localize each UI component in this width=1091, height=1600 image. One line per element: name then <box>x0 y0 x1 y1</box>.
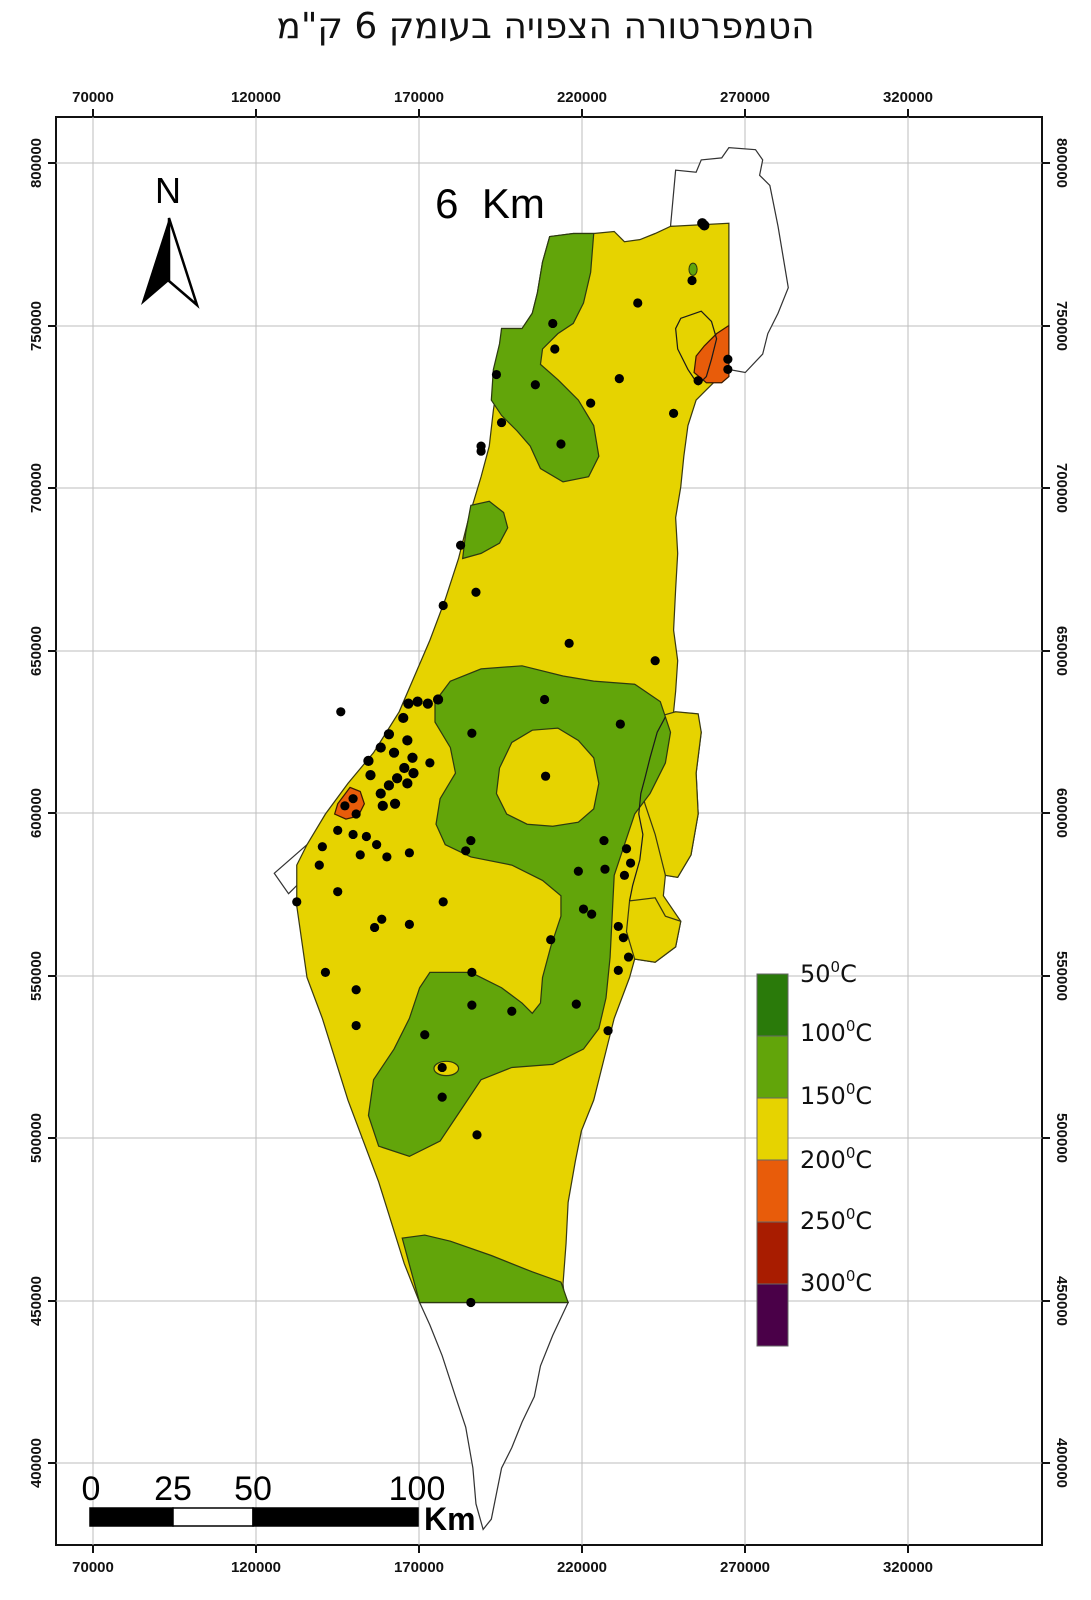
x-tick-bottom-220000: 220000 <box>557 1559 607 1576</box>
y-tick-right-600000: 600000 <box>1053 788 1070 838</box>
legend-label-200: 2000C <box>800 1144 872 1174</box>
y-tick-right-800000: 800000 <box>1053 138 1070 188</box>
map-content <box>273 147 789 1531</box>
depth-label: 6 Km <box>435 180 545 227</box>
legend-swatch-200-250 <box>756 1159 789 1223</box>
boundary-line-jordan <box>628 716 666 901</box>
zone-100-150-carmel <box>461 500 509 560</box>
x-tick-bottom-320000: 320000 <box>883 1559 933 1576</box>
scale-label-100: 100 <box>389 1470 446 1508</box>
scale-bar: 0 25 50 100 Km <box>82 1470 476 1537</box>
y-tick-right-650000: 650000 <box>1053 626 1070 676</box>
legend-swatch-150-200 <box>756 1097 789 1161</box>
x-tick-top-220000: 220000 <box>557 89 607 106</box>
scale-unit: Km <box>424 1501 476 1537</box>
north-arrow: N <box>141 170 200 309</box>
y-tick-left-700000: 700000 <box>28 463 45 513</box>
zone-150-200-dead-sea-patch <box>625 897 682 963</box>
x-tick-top-70000: 70000 <box>72 89 114 106</box>
x-tick-bottom-270000: 270000 <box>720 1559 770 1576</box>
y-tick-right-450000: 450000 <box>1053 1276 1070 1326</box>
legend-swatch-250-300 <box>756 1221 789 1285</box>
scale-label-50: 50 <box>234 1470 272 1508</box>
y-tick-left-550000: 550000 <box>28 951 45 1001</box>
legend-label-100: 1000C <box>800 1017 872 1047</box>
zone-50-100-spot <box>688 262 698 276</box>
y-tick-right-400000: 400000 <box>1053 1438 1070 1488</box>
legend-swatch-100-150 <box>756 1035 789 1099</box>
map-title: הטמפרטורה הצפויה בעומק 6 ק"מ <box>276 6 815 47</box>
legend-label-150: 1500C <box>800 1080 872 1110</box>
x-tick-top-170000: 170000 <box>394 89 444 106</box>
x-tick-top-270000: 270000 <box>720 89 770 106</box>
legend-swatch-50-100 <box>756 973 789 1037</box>
y-tick-left-650000: 650000 <box>28 626 45 676</box>
north-arrow-icon <box>141 217 200 309</box>
y-tick-left-450000: 450000 <box>28 1276 45 1326</box>
y-tick-left-400000: 400000 <box>28 1438 45 1488</box>
north-label: N <box>155 170 181 211</box>
y-tick-right-550000: 550000 <box>1053 951 1070 1001</box>
x-tick-bottom-120000: 120000 <box>231 1559 281 1576</box>
y-tick-right-750000: 750000 <box>1053 301 1070 351</box>
x-tick-top-320000: 320000 <box>883 89 933 106</box>
scale-label-25: 25 <box>154 1470 192 1508</box>
axis-ticks <box>48 109 1050 1553</box>
legend-label-300: 3000C <box>800 1267 872 1297</box>
scale-label-0: 0 <box>82 1470 101 1508</box>
zone-100-150-central <box>367 665 672 1158</box>
y-tick-right-500000: 500000 <box>1053 1113 1070 1163</box>
x-tick-bottom-170000: 170000 <box>394 1559 444 1576</box>
x-tick-top-120000: 120000 <box>231 89 281 106</box>
y-tick-left-500000: 500000 <box>28 1113 45 1163</box>
zone-200-250-north-east <box>693 324 730 384</box>
y-tick-left-600000: 600000 <box>28 788 45 838</box>
y-tick-right-700000: 700000 <box>1053 463 1070 513</box>
y-tick-left-800000: 800000 <box>28 138 45 188</box>
well-points <box>292 218 733 1308</box>
boundary-line-kinneret <box>675 310 718 386</box>
legend-label-50: 500C <box>800 958 857 988</box>
legend-swatch-300-plus <box>756 1283 789 1347</box>
zone-100-150-north <box>490 232 600 483</box>
y-tick-left-750000: 750000 <box>28 301 45 351</box>
south-negev-outline <box>418 1301 570 1531</box>
x-tick-bottom-70000: 70000 <box>72 1559 114 1576</box>
legend: 500C 1000C 1500C 2000C 2500C 3000C <box>756 958 872 1347</box>
legend-label-250: 2500C <box>800 1205 872 1235</box>
